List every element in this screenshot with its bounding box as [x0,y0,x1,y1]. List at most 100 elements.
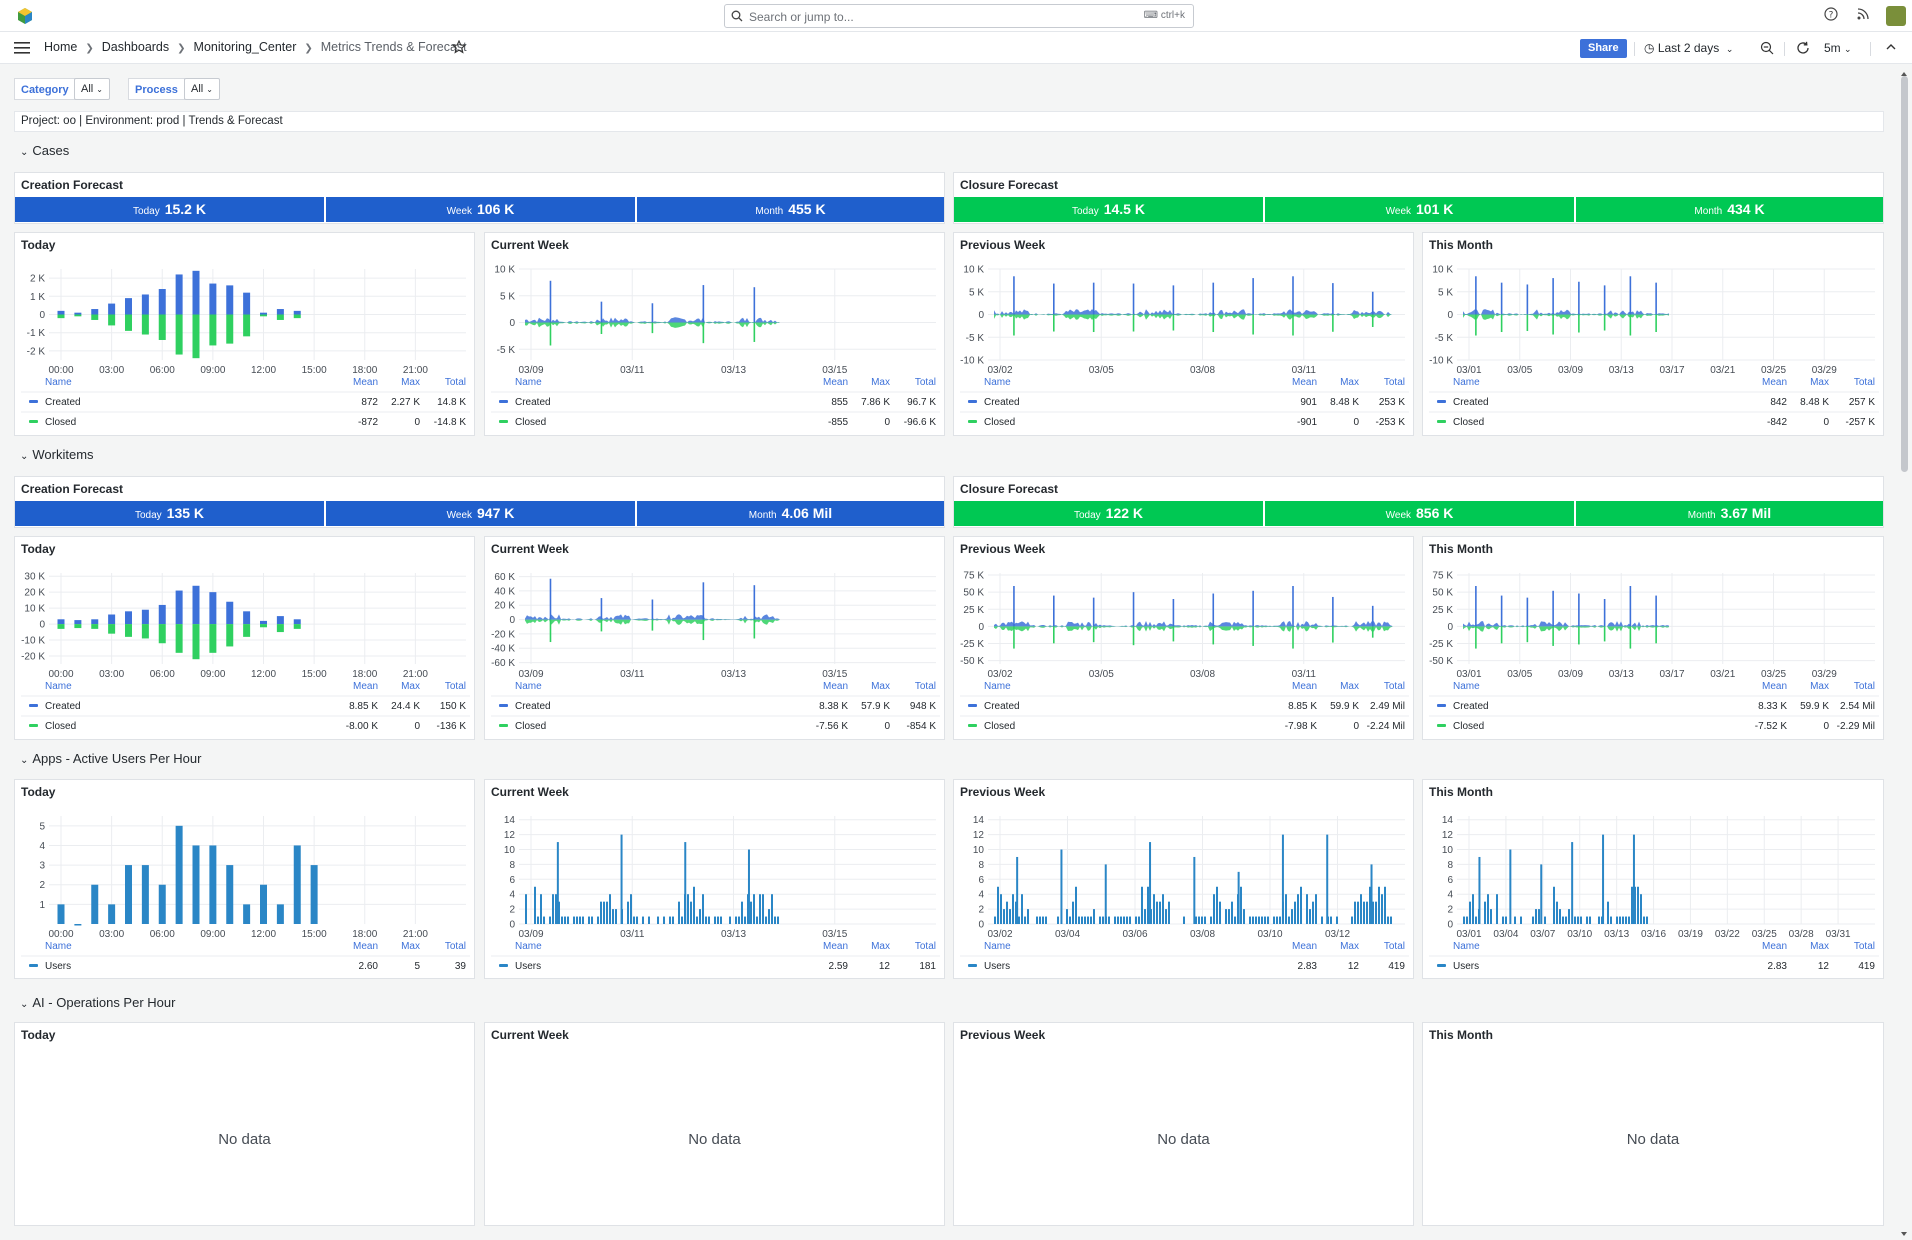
bar-users [1607,901,1609,924]
chevron-up-icon[interactable] [1884,40,1898,54]
legend-total: 181 [919,961,936,972]
legend-swatch [29,964,38,967]
bar-users [1589,916,1591,924]
bar-users [1147,886,1149,924]
refresh-interval-picker[interactable]: 5m ⌄ [1824,41,1852,55]
bar-users [1366,901,1368,924]
chart-panel-cases-0[interactable]: Today 2 K 1 K 0 -1 K -2 K 00:00 03:00 06:00 09:00… [14,232,475,436]
chart-panel-apps-1[interactable]: Current Week 14 12 10 8 6 4 2 0 03/09 03/11 03/13 03… [484,779,945,979]
chart-panel-workitems-1[interactable]: Current Week 60 K 40 K 20 K 0 -20 K -40 K -60 K… [484,536,945,740]
share-button[interactable]: Share [1580,39,1627,58]
bar-users [192,845,200,924]
panel-title: Creation Forecast [21,482,124,496]
y-tick-label: 0 [39,620,45,631]
bar-created [293,619,301,625]
chart-panel-workitems-3[interactable]: This Month 75 K 50 K 25 K 0 -25 K -50 K 03/01 03… [1422,536,1884,740]
scrollbar-thumb[interactable] [1901,76,1908,472]
chart-svg: 60 K 40 K 20 K 0 -20 K -40 K -60 K03/09 03/11 03… [491,572,940,732]
legend-series-name: Closed [45,721,76,732]
x-tick-label: 15:00 [302,929,327,940]
bar-users [1637,886,1639,924]
process-select[interactable]: All ⌄ [184,78,220,100]
y-tick-label: 10 K [1432,265,1453,276]
legend-swatch [968,420,977,423]
legend-header-total: Total [1384,377,1405,388]
bar-created [192,270,200,315]
info-text-panel: Project: oo | Environment: prod | Trends… [14,111,1884,132]
legend-max: 59.9 K [1800,701,1829,712]
bar-users [1514,916,1516,924]
legend-header-total: Total [1384,681,1405,692]
bar-closed [293,314,301,319]
panel-title: Today [21,785,56,799]
clock-icon: ◷ [1644,41,1655,55]
bar-users [1267,916,1269,924]
bar-users [1165,909,1167,924]
bar-users [1463,916,1465,924]
legend-series-name: Created [984,701,1020,712]
row-ai[interactable]: ⌄ AI - Operations Per Hour [20,995,175,1010]
bar-users [1120,916,1122,924]
bar-created [74,620,82,625]
refresh-icon[interactable] [1796,41,1810,55]
bar-created [209,592,217,625]
legend-swatch [968,724,977,727]
legend-swatch [968,704,977,707]
help-icon[interactable]: ? [1824,7,1838,21]
chart-panel-apps-3[interactable]: This Month 14 12 10 8 6 4 2 0 03/01 03/04 03/07 03/1… [1422,779,1884,979]
bar-users [1372,901,1374,924]
bar-users [1060,849,1063,924]
bar-users [1538,909,1540,924]
row-cases[interactable]: ⌄ Cases [20,143,69,158]
bar-users [994,916,996,924]
search-icon [731,10,743,22]
legend-header-max: Max [871,681,890,692]
legend-mean: -901 [1297,417,1317,428]
y-tick-label: 25 K [963,605,984,616]
bar-users [1387,916,1389,924]
breadcrumb-folder[interactable]: Monitoring_Center [193,40,297,54]
y-tick-label: 10 K [494,265,515,276]
chevron-down-icon: ⌄ [1844,44,1852,54]
app-logo-icon[interactable] [16,7,34,25]
favorite-star-icon[interactable] [452,40,466,54]
row-workitems[interactable]: ⌄ Workitems [20,447,94,462]
chevron-right-icon: ❯ [304,43,313,54]
breadcrumb-home[interactable]: Home [44,40,78,54]
page-scrollbar[interactable] [1900,70,1908,1240]
bar-users [678,901,680,924]
legend-series-name: Closed [984,417,1015,428]
bar-created [192,585,200,625]
chart-panel-apps-2[interactable]: Previous Week 14 12 10 8 6 4 2 0 03/02 03/04 03/06 0… [953,779,1414,979]
bar-users [690,901,692,924]
search-input[interactable]: Search or jump to... ⌨ ctrl+k [724,4,1194,28]
time-range-picker[interactable]: ◷ Last 2 days ⌄ [1644,41,1733,55]
breadcrumb-dashboards[interactable]: Dashboards [101,40,170,54]
chart-panel-cases-3[interactable]: This Month 10 K 5 K 0 -5 K -10 K 03/01 03/05 03/… [1422,232,1884,436]
zoom-out-icon[interactable] [1760,41,1774,55]
menu-icon[interactable] [14,41,30,55]
chart-svg: 75 K 50 K 25 K 0 -25 K -50 K03/02 03/05 03/08 03… [960,571,1409,732]
chart-panel-workitems-2[interactable]: Previous Week 75 K 50 K 25 K 0 -25 K -50 K 03/0… [953,536,1414,740]
x-tick-label: 03:00 [99,929,124,940]
bar-created [175,274,183,315]
row-apps[interactable]: ⌄ Apps - Active Users Per Hour [20,751,201,766]
chart-panel-workitems-0[interactable]: Today 30 K 20 K 10 K 0 -10 K -20 K 00:00 03:00 06… [14,536,475,740]
user-avatar[interactable] [1886,6,1906,26]
y-tick-label: 25 K [1432,605,1453,616]
chart-panel-cases-1[interactable]: Current Week 10 K 5 K 0 -5 K 03/09 03/11 03/13 0… [484,232,945,436]
bar-users [762,894,764,924]
category-select[interactable]: All ⌄ [74,78,110,100]
bar-users [714,916,716,924]
chart-panel-cases-2[interactable]: Previous Week 10 K 5 K 0 -5 K -10 K 03/02 03/05… [953,232,1414,436]
bar-users [1490,909,1492,924]
bar-users [663,916,665,924]
y-tick-label: 0 [509,318,515,329]
chart-panel-apps-0[interactable]: Today 5 4 3 2 1 00:00 03:00 06:00 09:00 12:00 15:00… [14,779,475,979]
bar-users [1012,894,1014,924]
news-feed-icon[interactable] [1856,7,1870,21]
y-tick-label: 1 [39,900,45,911]
bar-users [717,916,719,924]
bar-users [1273,916,1275,924]
bar-users [744,916,746,924]
